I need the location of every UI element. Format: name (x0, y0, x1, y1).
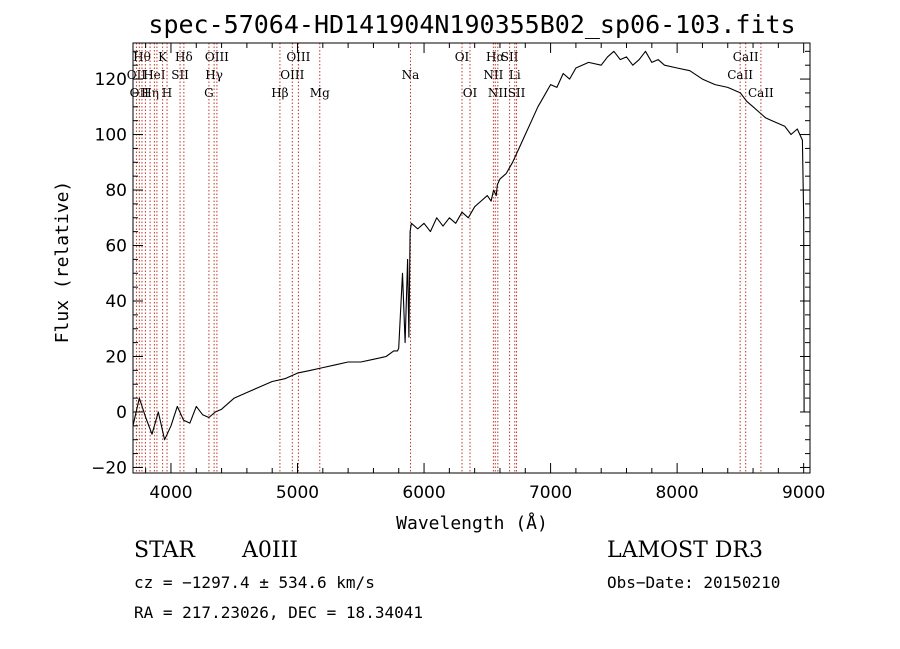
x-tick-label: 5000 (276, 483, 319, 503)
y-tick-label: 20 (105, 347, 127, 367)
line-label: NII (483, 68, 503, 82)
line-label: SII (508, 86, 526, 100)
line-label: NII (488, 86, 508, 100)
line-label: Hα (486, 50, 505, 64)
x-tick-label: 4000 (149, 483, 192, 503)
coordinates: RA = 217.23026, DEC = 18.34041 (134, 603, 423, 622)
line-label: Hη (141, 86, 159, 100)
line-label: SII (171, 68, 189, 82)
spectral-class: A0III (242, 538, 298, 563)
line-label: Hγ (205, 68, 223, 82)
x-tick-label: 8000 (655, 483, 698, 503)
x-tick-label: 7000 (529, 483, 572, 503)
y-tick-label: 60 (105, 237, 127, 257)
x-tick-label: 9000 (782, 483, 825, 503)
line-label: SII (501, 50, 519, 64)
y-axis-label: Flux (relative) (52, 181, 73, 344)
line-label: Na (402, 68, 420, 82)
line-label: OIII (205, 50, 229, 64)
object-type: STAR (134, 538, 195, 563)
x-axis-label: Wavelength (Å) (396, 512, 548, 534)
line-label: OII (130, 86, 150, 100)
emission-line-markers: OII OII Hθ Hη HeI K H SII Hδ G Hγ OIII Hβ OIII OIII Mg N… (127, 43, 774, 473)
line-label: OI (463, 86, 478, 100)
line-label: K (158, 50, 168, 64)
chart-title: spec-57064-HD141904N190355B02_sp06-103.f… (148, 10, 795, 39)
line-label: HeI (143, 68, 166, 82)
line-label: CaII (727, 68, 753, 82)
y-tick-label: 40 (105, 292, 127, 312)
line-label: Hβ (271, 86, 288, 100)
flux-line (132, 50, 805, 441)
y-tick-label: 80 (105, 181, 127, 201)
velocity: cz = −1297.4 ± 534.6 km/s (134, 573, 375, 592)
line-label: CaII (748, 86, 774, 100)
line-label: OIII (286, 50, 310, 64)
flux-series (132, 50, 805, 441)
plot-frame (132, 42, 811, 474)
observation-date: Obs−Date: 20150210 (607, 573, 781, 592)
y-tick-label: 0 (116, 403, 127, 423)
line-label: CaII (733, 50, 759, 64)
line-label: Li (509, 68, 521, 82)
line-label: OIII (280, 68, 304, 82)
line-label: Hθ (133, 50, 151, 64)
line-label: OII (127, 68, 147, 82)
axes: 4000 5000 6000 7000 8000 9000 −20 0 20 40 60 80 100 1… (91, 43, 825, 503)
x-tick-label: 6000 (402, 483, 445, 503)
y-tick-label: 120 (95, 70, 127, 90)
survey-name: LAMOST DR3 (607, 538, 763, 563)
line-label: Hδ (175, 50, 193, 64)
line-label: Mg (310, 86, 330, 100)
line-label: H (162, 86, 172, 100)
y-tick-label: 100 (95, 126, 127, 146)
line-label: G (204, 86, 214, 100)
line-label: OI (455, 50, 470, 64)
y-tick-label: −20 (91, 458, 127, 478)
